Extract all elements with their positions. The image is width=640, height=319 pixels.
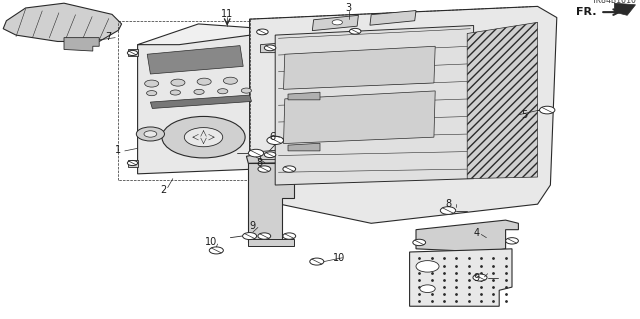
Text: 10: 10 (333, 253, 346, 263)
Text: 8: 8 (445, 199, 451, 209)
Polygon shape (410, 249, 512, 306)
Polygon shape (128, 49, 138, 56)
Circle shape (184, 128, 223, 147)
Circle shape (440, 207, 456, 214)
Polygon shape (250, 6, 557, 223)
Text: 2: 2 (160, 185, 166, 195)
Circle shape (283, 166, 296, 172)
Circle shape (241, 88, 252, 93)
Text: 10: 10 (205, 237, 218, 248)
Text: 4: 4 (474, 228, 480, 238)
Circle shape (506, 238, 518, 244)
Circle shape (144, 131, 157, 137)
Text: 3: 3 (346, 3, 352, 13)
Circle shape (218, 89, 228, 94)
Circle shape (162, 116, 245, 158)
Polygon shape (284, 46, 435, 89)
Circle shape (145, 80, 159, 87)
Circle shape (243, 233, 257, 240)
Circle shape (264, 152, 276, 158)
Polygon shape (284, 91, 435, 144)
Polygon shape (64, 38, 99, 51)
Circle shape (420, 285, 435, 293)
Polygon shape (467, 22, 538, 179)
Circle shape (258, 233, 271, 239)
Text: TK84B1610: TK84B1610 (592, 0, 637, 5)
Circle shape (258, 166, 271, 172)
Circle shape (413, 239, 426, 246)
Polygon shape (416, 220, 518, 252)
Circle shape (171, 79, 185, 86)
Text: 6: 6 (269, 132, 275, 142)
Text: 9: 9 (474, 272, 480, 283)
Circle shape (267, 136, 284, 145)
Text: FR.: FR. (576, 7, 596, 17)
Polygon shape (138, 24, 266, 45)
Polygon shape (150, 95, 252, 108)
Circle shape (223, 77, 237, 84)
Polygon shape (288, 143, 320, 151)
Polygon shape (260, 150, 280, 160)
Polygon shape (260, 43, 280, 53)
Circle shape (136, 127, 164, 141)
Text: 11: 11 (221, 9, 234, 19)
Circle shape (197, 78, 211, 85)
Text: 7: 7 (106, 32, 112, 42)
Circle shape (540, 106, 555, 114)
Polygon shape (248, 239, 294, 246)
Polygon shape (275, 26, 474, 185)
Circle shape (473, 274, 487, 281)
Circle shape (283, 233, 296, 239)
Polygon shape (370, 11, 416, 25)
Polygon shape (262, 33, 294, 160)
Circle shape (127, 50, 138, 56)
Text: 9: 9 (250, 221, 256, 232)
Polygon shape (614, 3, 636, 15)
Polygon shape (128, 160, 138, 167)
Circle shape (264, 45, 276, 51)
Polygon shape (3, 3, 122, 41)
Circle shape (209, 247, 223, 254)
Text: 1: 1 (115, 145, 122, 155)
Polygon shape (138, 33, 278, 174)
Polygon shape (246, 147, 296, 163)
Circle shape (194, 89, 204, 94)
Polygon shape (147, 46, 243, 74)
Circle shape (257, 29, 268, 35)
Text: 5: 5 (522, 110, 528, 120)
Text: 8: 8 (256, 158, 262, 168)
Circle shape (349, 28, 361, 34)
Circle shape (147, 91, 157, 96)
Circle shape (170, 90, 180, 95)
Circle shape (416, 261, 439, 272)
Circle shape (248, 149, 264, 157)
Polygon shape (288, 92, 320, 100)
Polygon shape (312, 15, 358, 31)
Polygon shape (248, 163, 294, 242)
Circle shape (310, 258, 324, 265)
Circle shape (127, 160, 138, 166)
Circle shape (332, 20, 342, 25)
